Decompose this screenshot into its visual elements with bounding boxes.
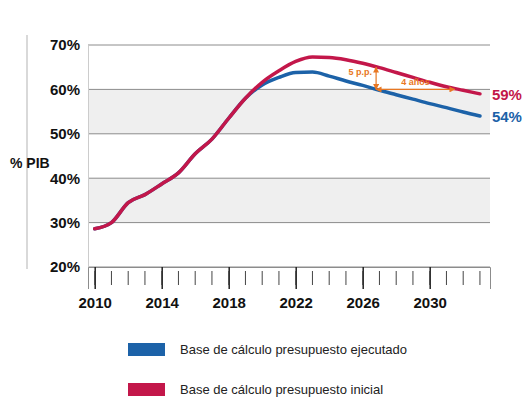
x-minor-tick <box>345 271 346 285</box>
x-tick-mark <box>295 267 297 289</box>
grid-line <box>88 45 490 46</box>
x-minor-tick <box>479 271 480 285</box>
y-axis-line <box>88 46 89 268</box>
grid-line <box>88 178 490 179</box>
x-minor-tick <box>278 271 279 285</box>
legend-swatch <box>128 383 165 396</box>
band <box>88 89 490 133</box>
x-tick-label: 2030 <box>414 294 447 311</box>
x-tick: 2014 <box>146 267 180 311</box>
x-tick: 2018 <box>213 267 246 311</box>
x-minor-tick <box>211 271 212 285</box>
x-tick-label: 2026 <box>347 294 380 311</box>
x-minor-tick <box>396 271 397 285</box>
x-tick-label: 2022 <box>280 294 313 311</box>
x-minor-tick <box>312 271 313 285</box>
x-minor-tick <box>429 271 430 285</box>
legend-label: Base de cálculo presupuesto inicial <box>180 382 383 397</box>
series-line <box>95 57 480 229</box>
legend-swatch <box>128 343 165 356</box>
x-minor-tick <box>262 271 263 285</box>
x-tick-mark <box>362 267 364 289</box>
x-minor-tick <box>329 271 330 285</box>
y-tick-label: 50% <box>50 125 80 142</box>
x-tick-mark <box>161 267 163 289</box>
y-tick: 20% <box>50 258 88 275</box>
x-axis-line <box>89 268 491 290</box>
x-minor-tick <box>295 271 296 285</box>
x-minor-tick <box>94 271 95 285</box>
x-tick: 2010 <box>79 267 112 311</box>
x-minor-tick <box>362 271 363 285</box>
x-tick-mark <box>228 267 230 289</box>
chart: 20%30%40%50%60%70%2010201420182022202620… <box>0 0 530 419</box>
series-line <box>95 72 480 229</box>
y-axis: 20% 30% 40% 50% 60% 70% <box>50 36 89 275</box>
grid-line <box>88 89 490 90</box>
y-axis-title: % PIB <box>10 155 50 171</box>
x-tick: 2026 <box>347 267 380 311</box>
x-axis: 2010 2014 2018 2022 2026 2030 <box>79 267 491 311</box>
annotation-text: 5 p.p. <box>349 67 373 77</box>
y-tick-label: 60% <box>50 81 80 98</box>
data-label: 59% <box>492 86 522 103</box>
x-minor-tick <box>228 271 229 285</box>
grid-line <box>88 133 490 134</box>
y-tick: 70% <box>50 36 88 53</box>
x-minor-tick <box>379 271 380 285</box>
x-minor-tick <box>128 271 129 285</box>
y-tick: 50% <box>50 125 88 142</box>
x-minor-tick <box>446 271 447 285</box>
y-tick: 30% <box>50 214 88 231</box>
x-minor-tick <box>178 271 179 285</box>
data-labels: 54%59% <box>492 86 522 125</box>
x-minor-tick <box>412 271 413 285</box>
plot: 20%30%40%50%60%70%2010201420182022202620… <box>50 36 522 310</box>
annotations: 5 p.p. 4 años <box>349 67 455 89</box>
x-tick-mark <box>94 267 96 289</box>
x-tick: 2022 <box>280 267 313 311</box>
annotation-arrow <box>376 67 377 89</box>
x-minor-tick <box>195 271 196 285</box>
annotation-arrow <box>376 89 455 90</box>
x-tick-label: 2014 <box>146 294 180 311</box>
x-tick-label: 2010 <box>79 294 112 311</box>
y-tick-label: 70% <box>50 36 80 53</box>
data-label: 54% <box>492 108 522 125</box>
x-minor-ticks <box>95 271 480 285</box>
y-tick: 60% <box>50 81 88 98</box>
grid <box>88 45 490 267</box>
side-rule <box>26 35 28 269</box>
x-tick: 2030 <box>414 267 447 311</box>
y-tick: 40% <box>50 170 88 187</box>
x-minor-tick <box>245 271 246 285</box>
x-minor-tick <box>463 271 464 285</box>
x-minor-tick <box>161 271 162 285</box>
legend: Base de cálculo presupuesto ejecutado Bas… <box>128 342 407 397</box>
band <box>88 178 490 222</box>
lines <box>95 57 480 229</box>
annotation-text: 4 años <box>401 77 430 87</box>
x-tick-label: 2018 <box>213 294 246 311</box>
x-minor-tick <box>144 271 145 285</box>
legend-label: Base de cálculo presupuesto ejecutado <box>180 342 407 357</box>
grid-line <box>88 222 490 223</box>
y-tick-label: 40% <box>50 170 80 187</box>
x-minor-tick <box>111 271 112 285</box>
x-tick-mark <box>429 267 431 289</box>
y-tick-label: 20% <box>50 258 80 275</box>
y-tick-label: 30% <box>50 214 80 231</box>
